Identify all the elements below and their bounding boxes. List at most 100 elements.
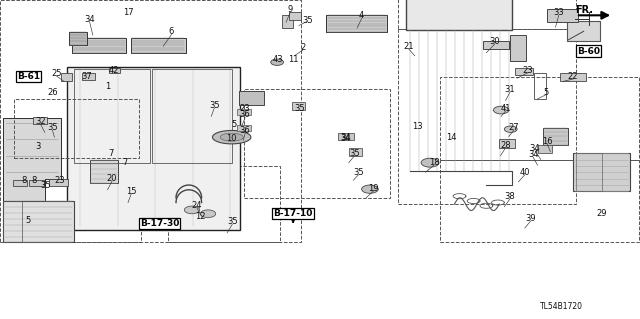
Bar: [515, 68, 533, 75]
Bar: [152, 69, 232, 163]
Bar: [576, 153, 602, 191]
Text: 31: 31: [505, 85, 515, 94]
Text: 16: 16: [542, 137, 552, 146]
Text: B-60: B-60: [577, 47, 600, 56]
Text: 35: 35: [302, 16, 312, 25]
Bar: [326, 15, 387, 32]
Bar: [33, 117, 47, 124]
Text: 34: 34: [340, 133, 351, 142]
Text: 22: 22: [568, 72, 578, 81]
Bar: [90, 160, 118, 183]
Bar: [3, 201, 74, 242]
Text: 5: 5: [231, 120, 236, 129]
Text: 8: 8: [31, 176, 36, 185]
Bar: [168, 166, 280, 242]
Text: 21: 21: [403, 42, 413, 51]
Bar: [14, 158, 141, 242]
Bar: [13, 180, 27, 186]
Text: 2: 2: [301, 43, 306, 52]
Bar: [3, 201, 22, 242]
Text: 8: 8: [22, 176, 27, 185]
Text: 36: 36: [240, 110, 250, 119]
Polygon shape: [200, 210, 216, 218]
Text: 35: 35: [353, 168, 364, 177]
Bar: [510, 35, 526, 61]
Text: B-17-10: B-17-10: [273, 209, 313, 218]
Text: 23: 23: [54, 176, 65, 185]
Text: 14: 14: [447, 133, 457, 142]
Text: 1: 1: [105, 82, 110, 91]
Text: 23: 23: [240, 104, 250, 113]
Text: 37: 37: [81, 72, 92, 81]
Bar: [82, 73, 95, 80]
Bar: [72, 38, 126, 53]
Bar: [282, 15, 293, 28]
Bar: [543, 128, 568, 145]
Bar: [398, 29, 576, 204]
Text: 10: 10: [227, 134, 237, 143]
Bar: [29, 180, 44, 186]
Text: 36: 36: [240, 126, 250, 135]
Bar: [398, 0, 576, 29]
Bar: [538, 145, 552, 153]
Polygon shape: [3, 118, 61, 201]
Text: 39: 39: [525, 214, 536, 223]
Bar: [560, 73, 586, 81]
Bar: [534, 73, 546, 99]
Circle shape: [362, 185, 378, 193]
Text: 33: 33: [554, 8, 564, 17]
Text: 19: 19: [369, 184, 379, 193]
Polygon shape: [220, 133, 243, 141]
Text: 32: 32: [35, 117, 45, 126]
Bar: [289, 12, 301, 20]
Text: 7: 7: [123, 158, 128, 167]
Text: 24: 24: [192, 201, 202, 210]
Text: 41: 41: [500, 104, 511, 113]
Circle shape: [271, 59, 284, 65]
Text: 13: 13: [412, 122, 422, 130]
Text: 5: 5: [25, 216, 30, 225]
Bar: [440, 77, 639, 160]
Text: 7: 7: [108, 149, 113, 158]
Text: 23: 23: [523, 66, 533, 75]
Text: 34: 34: [530, 144, 540, 153]
Text: 27: 27: [509, 123, 519, 132]
Bar: [440, 160, 639, 242]
Text: TL54B1720: TL54B1720: [540, 302, 584, 311]
Bar: [338, 133, 354, 140]
Text: 18: 18: [429, 158, 439, 167]
Bar: [483, 41, 509, 49]
Text: 38: 38: [505, 192, 515, 201]
Circle shape: [493, 106, 509, 114]
Text: 3: 3: [36, 142, 41, 151]
Text: 28: 28: [500, 141, 511, 150]
Text: 20: 20: [107, 174, 117, 183]
Bar: [0, 0, 301, 242]
Text: 43: 43: [273, 55, 284, 63]
Text: 35: 35: [294, 104, 305, 113]
Bar: [244, 89, 390, 198]
Bar: [547, 9, 578, 22]
Bar: [61, 73, 72, 81]
Text: 15: 15: [126, 187, 136, 196]
Text: 25: 25: [51, 69, 61, 78]
Bar: [292, 102, 305, 110]
Bar: [109, 68, 120, 73]
Text: 42: 42: [109, 66, 119, 75]
Polygon shape: [212, 130, 251, 144]
Text: 30: 30: [490, 37, 500, 46]
Text: 35: 35: [209, 101, 220, 110]
Circle shape: [421, 158, 439, 167]
Bar: [69, 32, 87, 45]
Text: 11: 11: [288, 55, 298, 63]
Text: 12: 12: [195, 212, 205, 221]
Text: 17: 17: [123, 8, 133, 17]
Bar: [237, 109, 251, 115]
Circle shape: [504, 126, 517, 132]
Bar: [67, 67, 240, 230]
Text: B-61: B-61: [17, 72, 40, 81]
Text: 35: 35: [41, 181, 51, 189]
Bar: [237, 125, 251, 131]
Text: 29: 29: [596, 209, 607, 218]
Text: 9: 9: [287, 5, 292, 14]
